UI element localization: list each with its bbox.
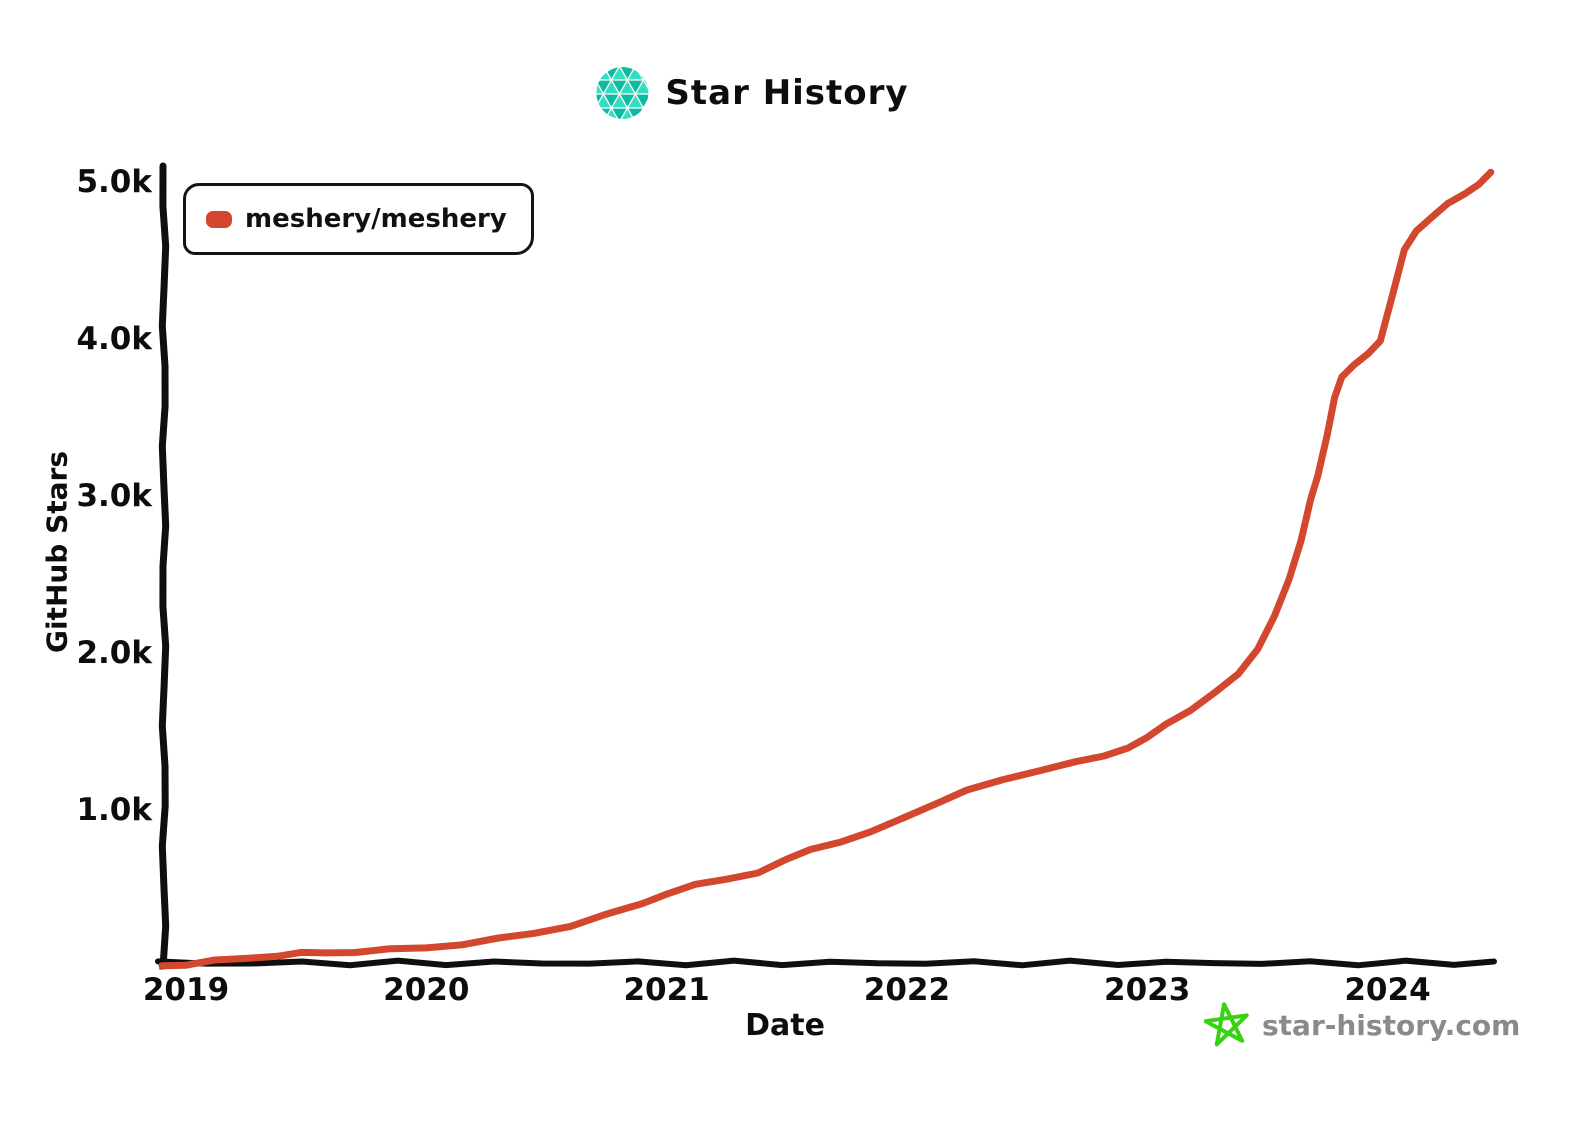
x-tick-label-2022: 2022 [863,972,951,1008]
watermark-link[interactable]: star-history.com [1204,1002,1520,1048]
y-tick-label-3.0k: 3.0k [76,478,152,514]
x-tick-label-2019: 2019 [142,972,230,1008]
header: Star History [595,66,908,120]
x-tick-label-2021: 2021 [623,972,710,1008]
y-tick-label-4.0k: 4.0k [76,321,152,357]
y-tick-label-2.0k: 2.0k [76,635,152,671]
x-tick-label-2020: 2020 [383,972,470,1008]
star-icon [1204,1002,1249,1047]
x-tick-label-2023: 2023 [1104,972,1191,1008]
x-axis-line [155,957,1497,969]
legend-series-marker [206,210,232,228]
legend-series-label: meshery/meshery [245,204,507,234]
legend-box: meshery/meshery [183,183,534,255]
x-axis-title: Date [745,1008,825,1043]
page-title: Star History [665,73,909,113]
series-line-meshery-meshery[interactable] [158,168,1495,970]
y-axis-line [158,162,170,970]
star-history-logo-icon [596,67,649,119]
watermark-text: star-history.com [1262,1008,1521,1042]
y-tick-label-1.0k: 1.0k [76,792,152,828]
x-tick-label-2024: 2024 [1344,972,1431,1008]
y-tick-label-5.0k: 5.0k [76,164,152,200]
